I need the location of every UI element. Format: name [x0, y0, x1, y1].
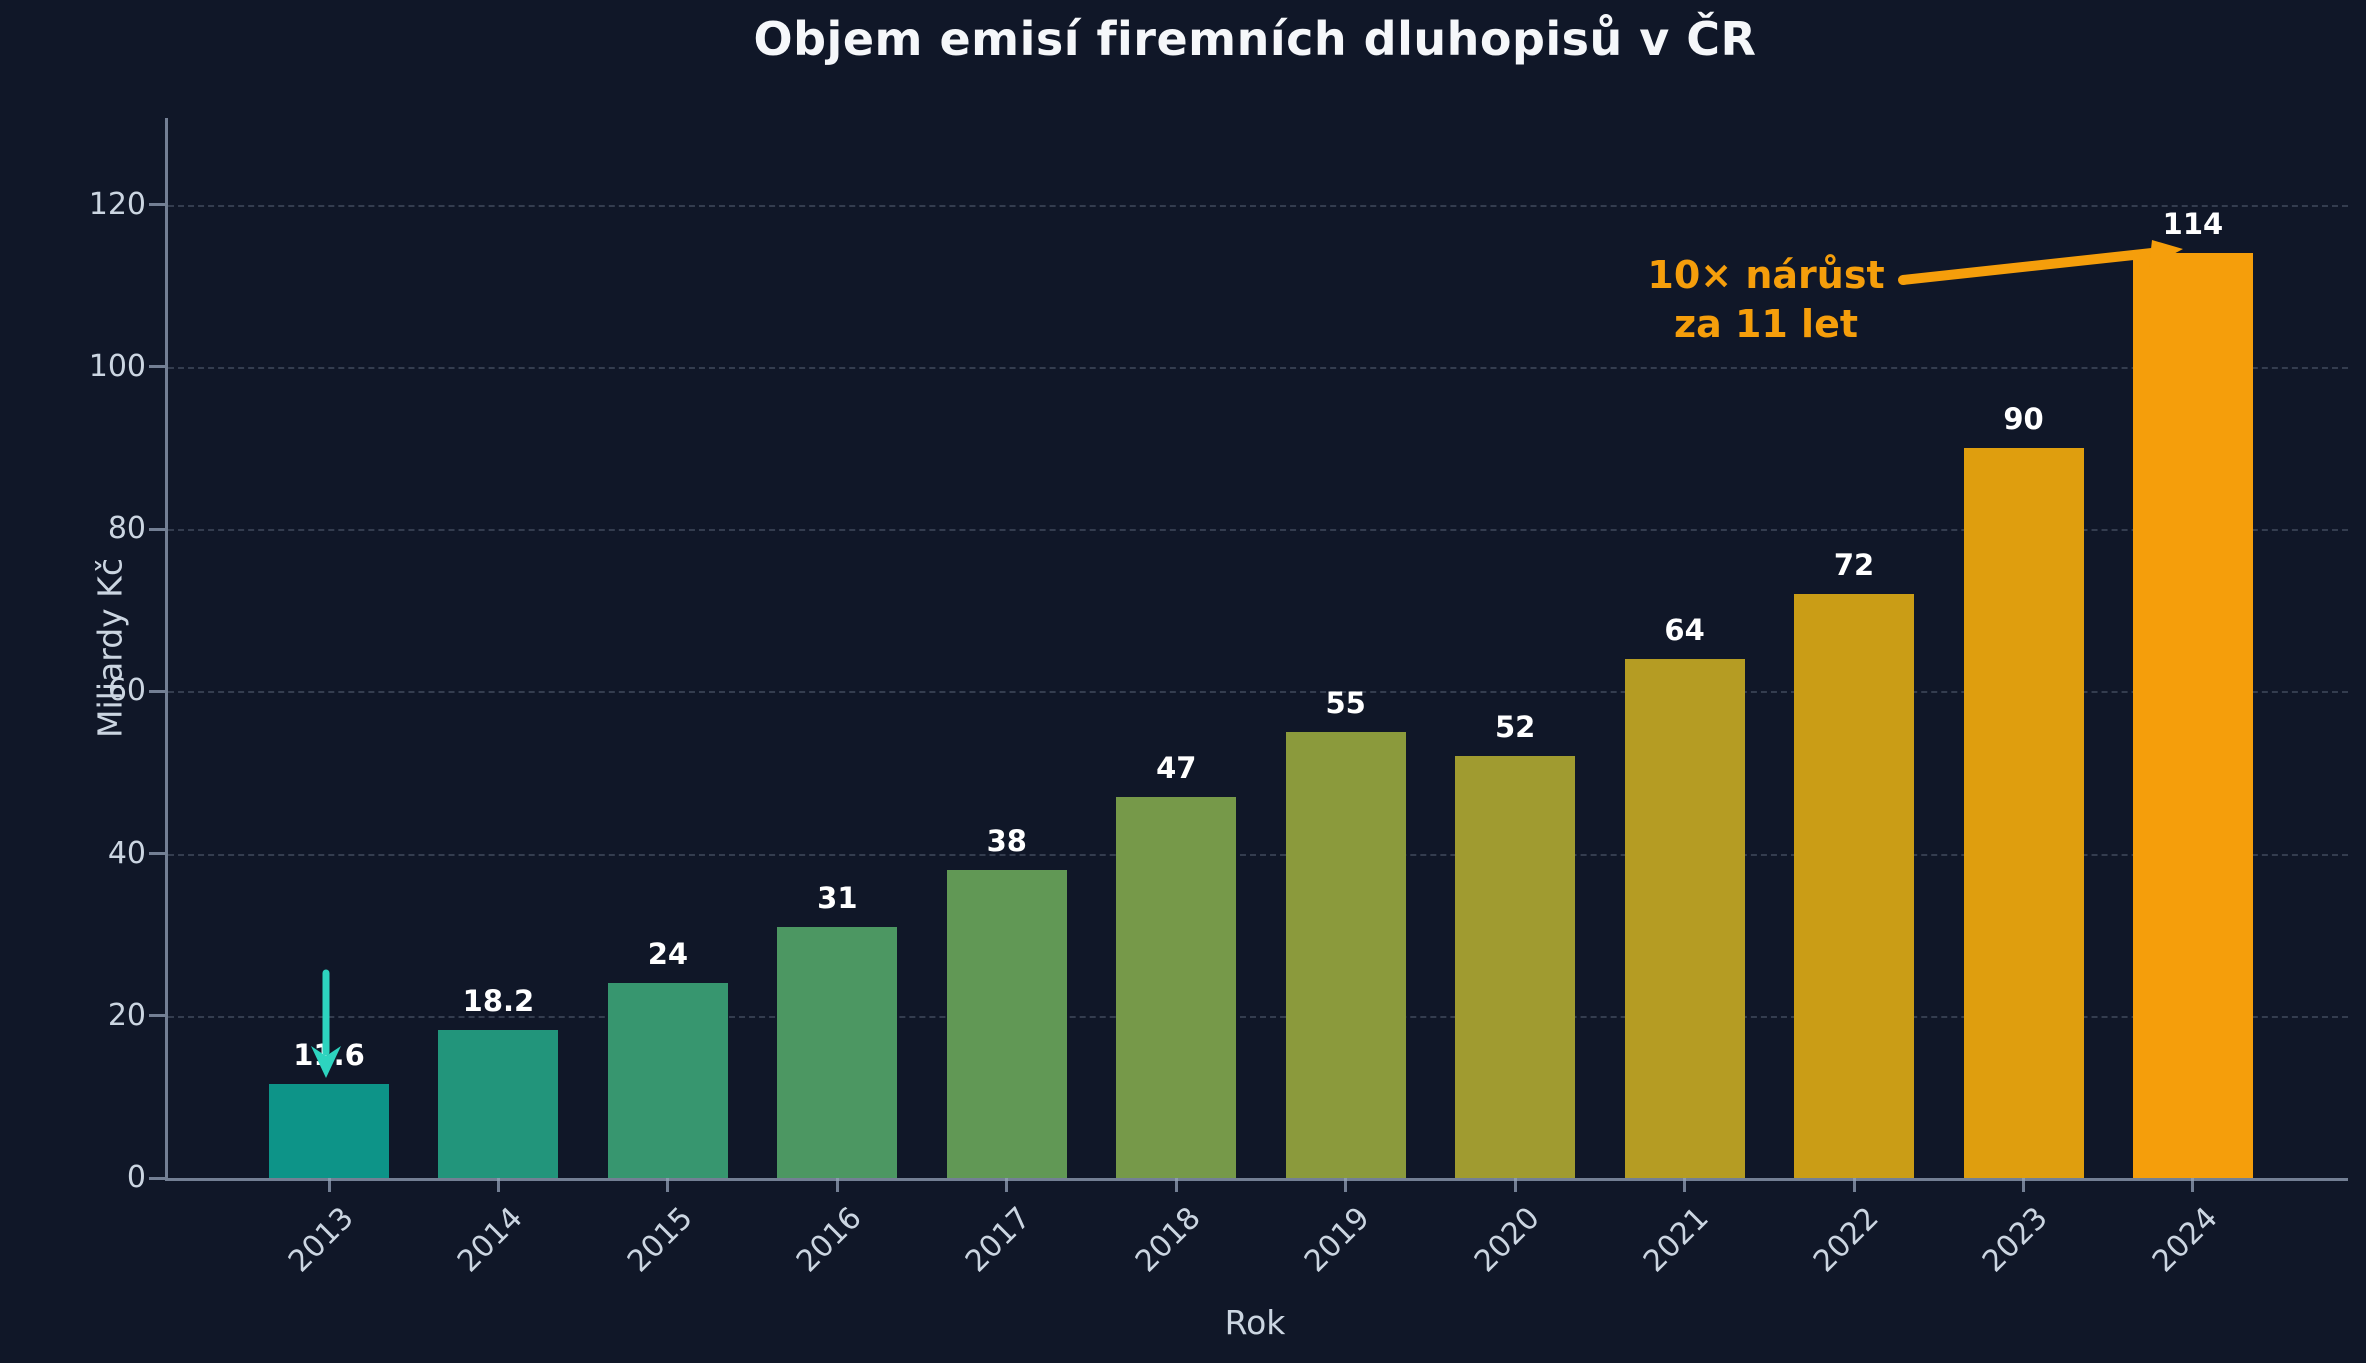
- x-tick-mark-2021: [1683, 1178, 1687, 1192]
- x-tick-mark-2016: [835, 1178, 839, 1192]
- x-tick-label-2021: 2021: [1637, 1200, 1716, 1280]
- y-tick-label-120: 120: [88, 186, 146, 222]
- bar-value-label-2019: 55: [1325, 685, 1366, 720]
- x-tick-mark-2015: [666, 1178, 670, 1192]
- bar-2017: [946, 869, 1067, 1178]
- growth-annotation-line1: 10× nárůst: [1647, 253, 1885, 297]
- chart-title: Objem emisí firemních dluhopisů v ČR: [753, 12, 1757, 66]
- bar-value-label-2023: 90: [2003, 402, 2044, 437]
- y-tick-label-0: 0: [126, 1160, 146, 1195]
- bar-2021: [1624, 658, 1745, 1178]
- plot-area: 0 20 40 60 80 100 120 11.6 2013 18.2 2014 24 2015 31 2…: [89, 118, 2348, 1279]
- x-axis-label: Rok: [1224, 1303, 1286, 1342]
- y-tick-label-100: 100: [88, 348, 146, 384]
- bar-value-label-2015: 24: [647, 937, 689, 972]
- y-tick-mark-120: [149, 203, 165, 207]
- bar-value-label-2018: 47: [1156, 750, 1197, 785]
- x-tick-mark-2019: [1344, 1178, 1348, 1192]
- grid-line-100: [168, 366, 2348, 369]
- x-tick-label-2020: 2020: [1467, 1200, 1547, 1280]
- grid-line-60: [168, 691, 2348, 694]
- bar-value-label-2020: 52: [1494, 710, 1536, 745]
- x-tick-mark-2020: [1513, 1178, 1517, 1192]
- bar-2024: [2132, 253, 2253, 1178]
- x-tick-mark-2023: [2022, 1178, 2025, 1192]
- x-tick-label-2015: 2015: [620, 1200, 700, 1280]
- bar-2020: [1455, 756, 1576, 1178]
- bar-value-label-2024: 114: [2162, 207, 2224, 242]
- bar-value-label-2021: 64: [1664, 612, 1705, 647]
- y-axis-label: Miliardy Kč: [90, 558, 130, 738]
- bar-2019: [1285, 731, 1406, 1178]
- y-tick-mark-40: [149, 852, 165, 856]
- y-tick-mark-20: [149, 1014, 165, 1018]
- x-tick-label-2019: 2019: [1298, 1200, 1378, 1280]
- grid-line-20: [168, 1015, 2348, 1018]
- bar-value-label-2014: 18.2: [462, 984, 535, 1019]
- bar-value-label-2017: 38: [986, 823, 1027, 858]
- y-tick-label-40: 40: [107, 835, 146, 871]
- growth-annotation-line2: za 11 let: [1673, 302, 1859, 346]
- bar-value-label-2022: 72: [1833, 548, 1875, 583]
- x-tick-label-2016: 2016: [789, 1200, 869, 1280]
- grid-line-40: [168, 853, 2348, 856]
- x-tick-label-2013: 2013: [281, 1200, 361, 1280]
- x-tick-label-2018: 2018: [1128, 1200, 1208, 1280]
- x-tick-mark-2017: [1005, 1178, 1009, 1192]
- x-tick-label-2014: 2014: [451, 1200, 530, 1280]
- bar-value-label-2016: 31: [817, 880, 858, 915]
- bar-2018: [1116, 796, 1237, 1178]
- bar-value-label-2013: 11.6: [293, 1037, 365, 1072]
- x-tick-label-2023: 2023: [1976, 1200, 2055, 1280]
- x-tick-label-2024: 2024: [2145, 1200, 2225, 1280]
- grid-line-120: [168, 204, 2348, 207]
- bar-2015: [607, 983, 728, 1178]
- growth-annotation-text: 10× nárůst za 11 let: [1647, 251, 1884, 349]
- x-tick-mark-2018: [1174, 1178, 1178, 1192]
- bar-2023: [1963, 448, 2084, 1178]
- bar-2016: [777, 926, 898, 1178]
- y-tick-label-20: 20: [107, 997, 146, 1033]
- x-tick-mark-2013: [327, 1178, 331, 1192]
- x-tick-mark-2014: [496, 1178, 500, 1192]
- y-tick-mark-0: [149, 1176, 165, 1180]
- bar-2022: [1794, 594, 1915, 1178]
- y-tick-label-80: 80: [107, 511, 146, 547]
- bar-2013: [269, 1083, 389, 1178]
- x-tick-mark-2022: [1852, 1178, 1856, 1192]
- y-tick-mark-80: [149, 527, 165, 531]
- x-tick-label-2017: 2017: [959, 1200, 1039, 1280]
- bar-2014: [438, 1030, 559, 1178]
- x-tick-mark-2024: [2191, 1178, 2195, 1192]
- y-tick-label-60: 60: [107, 673, 146, 709]
- grid-line-80: [168, 529, 2348, 532]
- y-tick-mark-100: [149, 365, 165, 369]
- x-tick-label-2022: 2022: [1806, 1200, 1886, 1280]
- y-tick-mark-60: [149, 689, 165, 693]
